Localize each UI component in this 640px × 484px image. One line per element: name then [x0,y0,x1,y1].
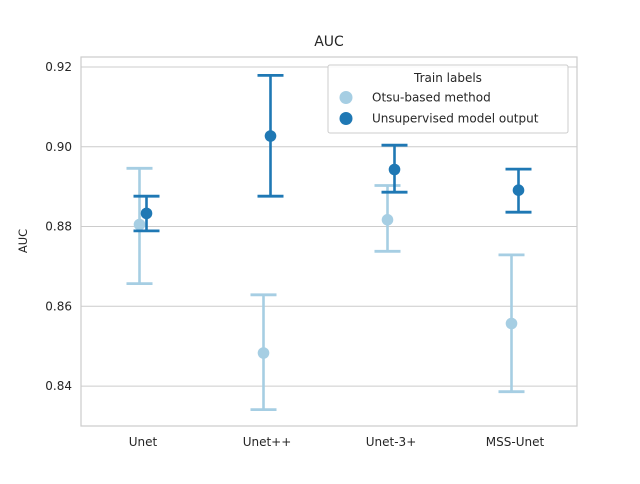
y-axis-label: AUC [16,229,30,253]
x-tick-label: Unet++ [243,435,292,449]
data-point [140,207,153,220]
data-point [388,163,401,176]
series-0 [126,166,525,412]
plot-border [80,56,578,427]
series-layer [126,74,532,412]
data-point [257,347,270,359]
y-tick-label: 0.88 [45,220,72,234]
data-point [512,184,525,196]
chart-title: AUC [314,34,344,50]
legend-box [327,64,569,134]
x-tick-label: MSS-Unet [486,435,545,449]
y-tick-label: 0.90 [45,140,72,154]
x-tick-label: Unet [129,435,158,449]
legend-label-unsupervised: Unsupervised model output [372,112,539,126]
y-tick-label: 0.84 [45,379,72,393]
data-point [133,218,146,231]
x-axis-ticks: Unet Unet++ Unet-3+ MSS-Unet [129,435,545,449]
legend-title: Train labels [413,71,482,85]
y-tick-label: 0.86 [45,299,72,313]
data-point [264,130,277,142]
legend: Train labels Otsu-based method Unsupervi… [327,64,569,134]
legend-marker-otsu [339,91,353,104]
y-tick-label: 0.92 [45,60,72,74]
data-point [381,214,394,226]
legend-marker-unsupervised [339,112,353,125]
legend-label-otsu: Otsu-based method [372,91,491,105]
y-axis-ticks: 0.92 0.90 0.88 0.86 0.84 [45,60,72,393]
series-1 [133,74,532,233]
data-point [505,317,518,330]
x-tick-label: Unet-3+ [366,435,417,449]
